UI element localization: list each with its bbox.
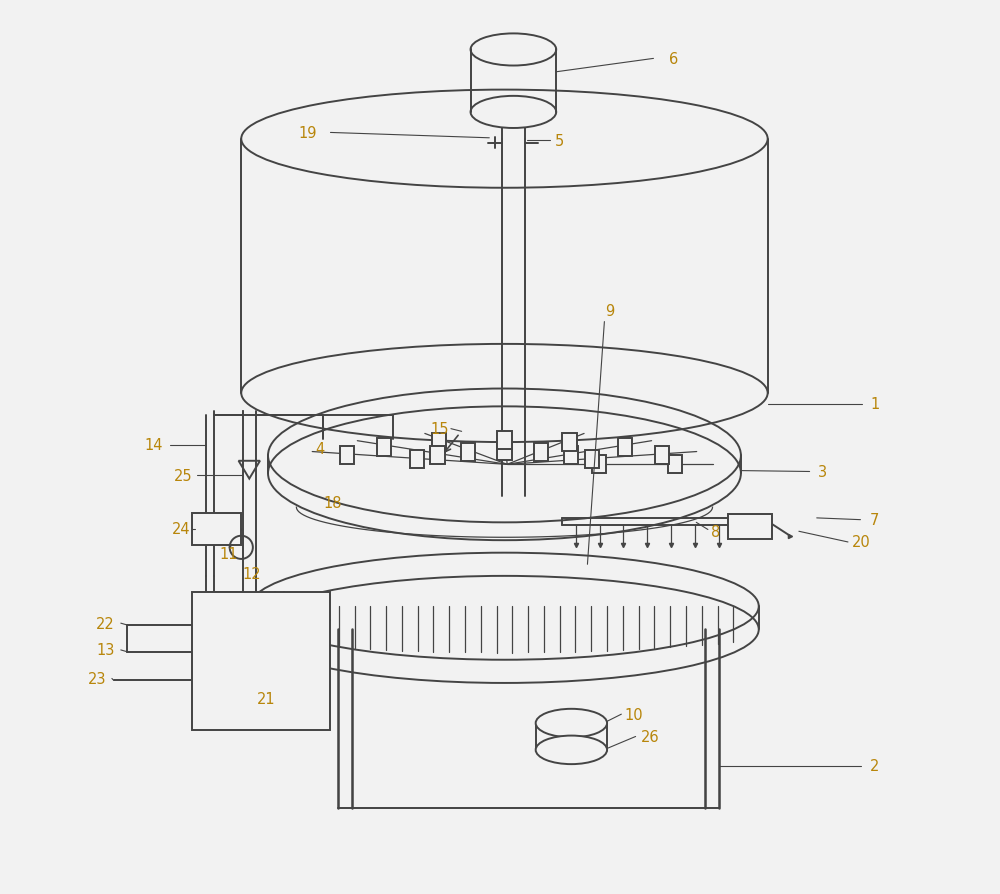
Text: 20: 20 (852, 535, 871, 550)
Text: 22: 22 (96, 616, 115, 631)
Bar (340, 447, 354, 465)
Text: 5: 5 (555, 134, 564, 148)
Ellipse shape (471, 34, 556, 66)
Ellipse shape (241, 90, 768, 189)
Bar (377, 439, 391, 457)
Text: 7: 7 (870, 512, 879, 527)
Text: 23: 23 (87, 671, 106, 687)
Bar (430, 446, 445, 464)
Bar (410, 451, 424, 468)
Text: 14: 14 (145, 438, 163, 452)
Ellipse shape (471, 97, 556, 129)
Bar (534, 443, 548, 461)
Ellipse shape (536, 736, 607, 764)
Bar (562, 434, 577, 451)
Text: 12: 12 (243, 566, 261, 581)
Bar (432, 434, 446, 451)
Text: 24: 24 (172, 521, 191, 536)
Text: 26: 26 (641, 730, 659, 744)
Bar (497, 443, 512, 460)
Text: 2: 2 (870, 759, 879, 773)
Text: 10: 10 (625, 707, 643, 721)
Ellipse shape (536, 709, 607, 738)
Text: 8: 8 (711, 524, 721, 539)
Text: 11: 11 (220, 546, 238, 561)
Text: 18: 18 (323, 495, 342, 510)
Bar (192, 514, 241, 545)
Bar (585, 451, 599, 468)
Text: 13: 13 (96, 643, 115, 658)
Text: 1: 1 (870, 397, 879, 412)
Bar (655, 447, 669, 465)
Text: 9: 9 (605, 304, 614, 319)
Bar (728, 515, 772, 540)
Bar (461, 443, 475, 461)
Bar (618, 439, 632, 457)
Text: 3: 3 (818, 465, 828, 479)
Bar (497, 432, 512, 450)
Bar (592, 456, 606, 474)
Text: 25: 25 (174, 468, 193, 483)
Text: 19: 19 (299, 126, 317, 140)
Text: 4: 4 (315, 442, 324, 456)
Text: 6: 6 (669, 52, 679, 67)
Bar (192, 592, 330, 730)
Text: 21: 21 (257, 691, 276, 706)
Text: 15: 15 (430, 422, 449, 436)
Bar (668, 456, 682, 474)
Bar (564, 446, 578, 464)
